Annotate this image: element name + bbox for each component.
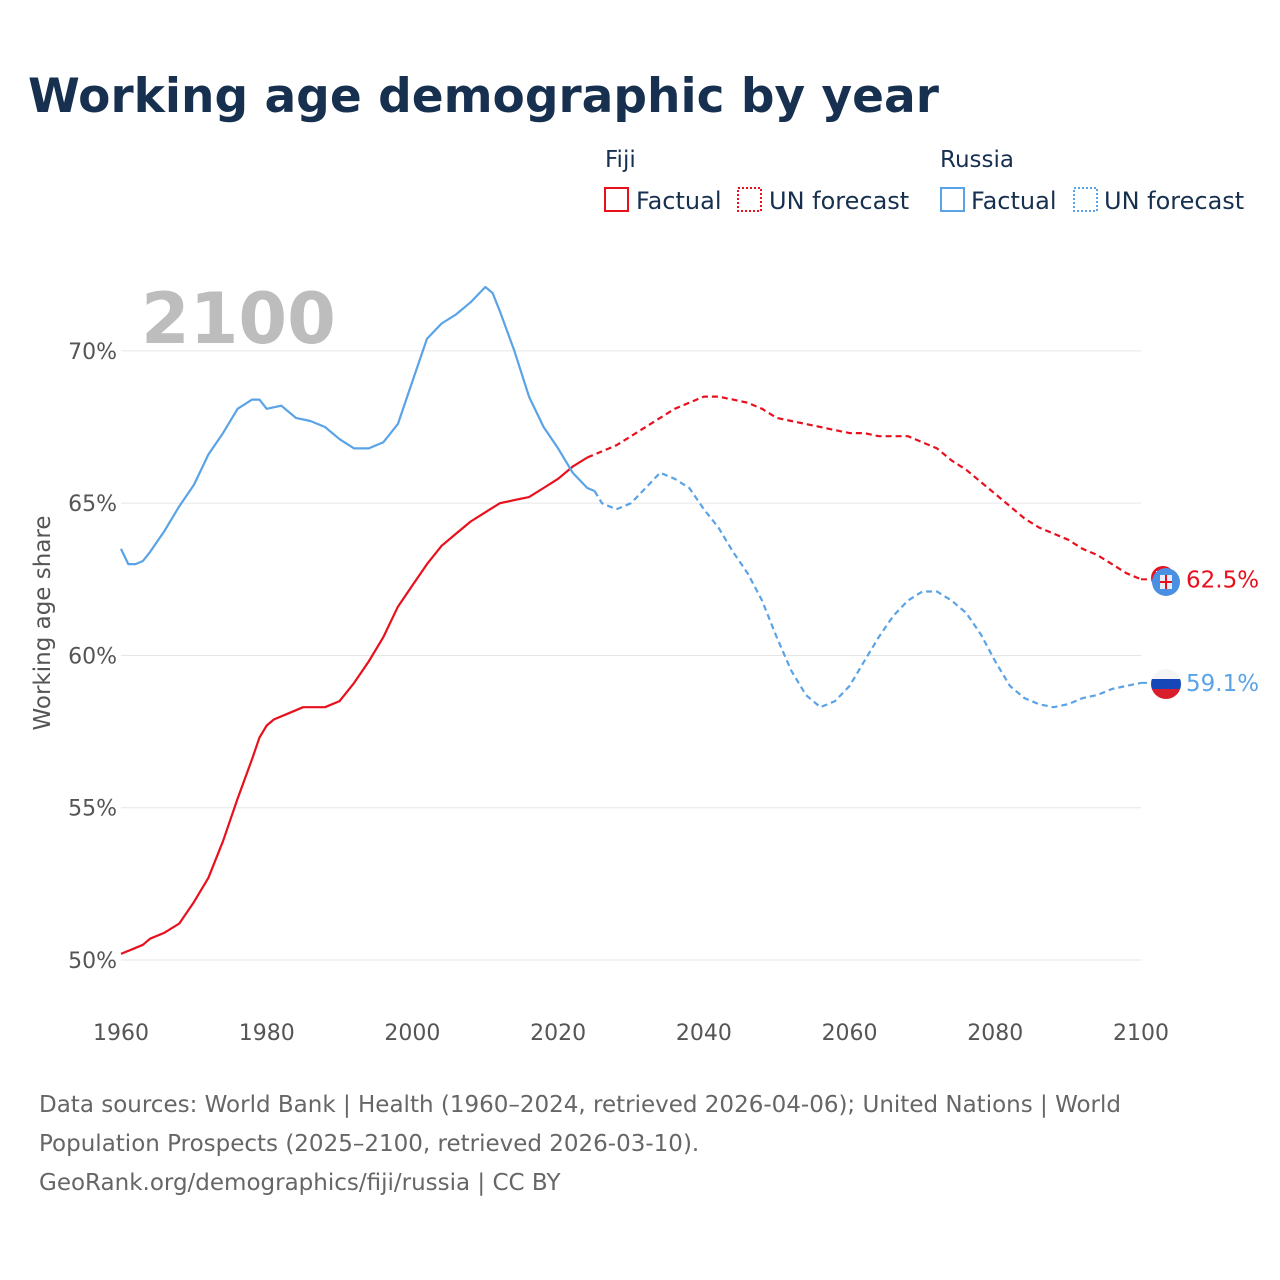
fiji-factual-line[interactable] <box>120 456 588 955</box>
year-label: 2100 <box>141 278 336 360</box>
legend: Fiji Factual UN forecast Russia Factual … <box>604 147 1244 215</box>
legend-label-russia-forecast[interactable]: UN forecast <box>1104 187 1244 215</box>
source-line-1: Data sources: World Bank | Health (1960–… <box>39 1092 1121 1118</box>
legend-group-fiji: Fiji <box>605 147 636 173</box>
y-tick-label: 60% <box>68 644 117 669</box>
russia-end-label: 59.1% <box>1186 671 1259 697</box>
y-axis-label: Working age share <box>30 515 56 730</box>
x-tick-label: 2040 <box>676 1021 732 1046</box>
russia-forecast-line[interactable] <box>593 471 1142 709</box>
source-link[interactable]: GeoRank.org/demographics/fiji/russia | C… <box>39 1170 561 1196</box>
fiji-end-label: 62.5% <box>1186 567 1259 593</box>
russia-flag-icon <box>1151 669 1181 699</box>
russia-end-marker: 59.1% <box>1141 669 1259 699</box>
series-layer <box>120 285 1142 955</box>
x-tick-label: 2100 <box>1113 1021 1169 1046</box>
russia-factual-line[interactable] <box>120 285 596 566</box>
axis-layer: 50% 55% 60% 65% 70% 1960 1980 2000 2020 2040 2060 2… <box>68 340 1169 1046</box>
fiji-forecast-line[interactable] <box>586 395 1142 581</box>
x-tick-label: 2020 <box>530 1021 586 1046</box>
x-tick-label: 2080 <box>967 1021 1023 1046</box>
y-tick-label: 55% <box>68 797 117 822</box>
legend-label-russia-factual[interactable]: Factual <box>971 187 1057 215</box>
x-tick-label: 1960 <box>93 1021 149 1046</box>
x-tick-label: 2000 <box>384 1021 440 1046</box>
russia-flag-overlap-icon <box>1152 568 1180 596</box>
legend-group-russia: Russia <box>940 147 1014 173</box>
y-tick-label: 70% <box>68 340 117 365</box>
legend-swatch-fiji-factual[interactable] <box>604 187 629 212</box>
x-tick-label: 2060 <box>822 1021 878 1046</box>
fiji-end-marker: 62.5% <box>1141 566 1259 596</box>
grid-layer <box>121 350 1141 961</box>
legend-label-fiji-forecast[interactable]: UN forecast <box>769 187 909 215</box>
legend-swatch-fiji-forecast[interactable] <box>737 187 762 212</box>
x-tick-label: 1980 <box>239 1021 295 1046</box>
legend-swatch-russia-factual[interactable] <box>940 187 965 212</box>
source-note: Data sources: World Bank | Health (1960–… <box>39 1086 1239 1203</box>
y-tick-label: 65% <box>68 492 117 517</box>
legend-label-fiji-factual[interactable]: Factual <box>636 187 722 215</box>
legend-swatch-russia-forecast[interactable] <box>1073 187 1098 212</box>
source-line-2: Population Prospects (2025–2100, retriev… <box>39 1131 700 1157</box>
y-tick-label: 50% <box>68 949 117 974</box>
chart-title: Working age demographic by year <box>28 69 940 124</box>
